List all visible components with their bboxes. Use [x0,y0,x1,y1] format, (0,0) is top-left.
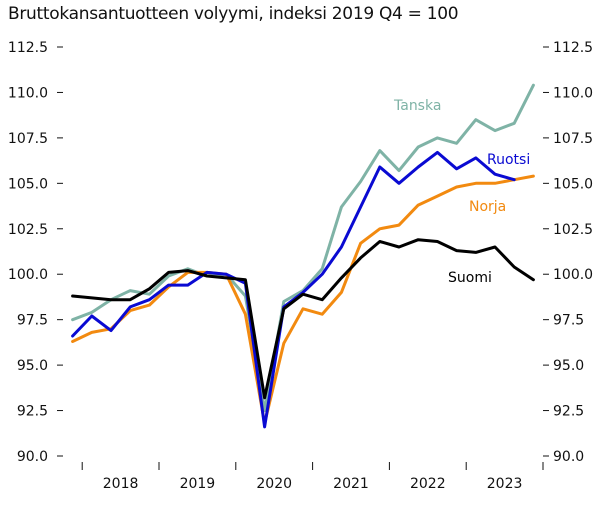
y-tick-label-right: 100.0 [553,267,593,283]
x-tick-label: 2018 [103,476,139,492]
series-line-tanska [71,83,535,413]
chart-title: Bruttokansantuotteen volyymi, indeksi 20… [8,4,459,24]
y-tick-label-right: 92.5 [553,404,584,420]
x-tick-label: 2021 [333,476,369,492]
y-tick-label-left: 105.0 [8,176,48,192]
y-tick-label-left: 102.5 [8,222,48,238]
y-tick-label-right: 102.5 [553,222,593,238]
series-label-ruotsi: Ruotsi [487,152,530,168]
y-tick-label-right: 110.0 [553,85,593,101]
y-tick-label-left: 97.5 [17,313,48,329]
series-labels: Tanska Ruotsi Norja Suomi [393,98,530,286]
x-tick-label: 2019 [180,476,216,492]
y-tick-label-left: 95.0 [17,358,48,374]
y-tick-label-right: 107.5 [553,131,593,147]
axes: 90.0 90.0 92.5 92.5 95.0 95.0 97.5 97.5 100.0 100… [8,40,593,492]
y-tick-label-right: 112.5 [553,40,593,56]
x-tick-label: 2023 [487,476,523,492]
y-tick-label-left: 92.5 [17,404,48,420]
series-label-tanska: Tanska [393,98,441,114]
y-tick-label-right: 90.0 [553,449,584,465]
series-line-norja [71,174,535,425]
y-tick-label-right: 105.0 [553,176,593,192]
series-label-suomi: Suomi [448,270,492,286]
y-tick-label-right: 97.5 [553,313,584,329]
y-tick-label-left: 110.0 [8,85,48,101]
y-tick-label-left: 90.0 [17,449,48,465]
x-tick-label: 2022 [410,476,446,492]
y-tick-label-right: 95.0 [553,358,584,374]
y-tick-label-left: 107.5 [8,131,48,147]
y-tick-label-left: 112.5 [8,40,48,56]
series-line-ruotsi [71,150,516,429]
series-line-suomi [71,238,535,400]
series-label-norja: Norja [469,199,506,215]
y-tick-label-left: 100.0 [8,267,48,283]
x-tick-label: 2020 [256,476,292,492]
series-lines [71,83,535,429]
